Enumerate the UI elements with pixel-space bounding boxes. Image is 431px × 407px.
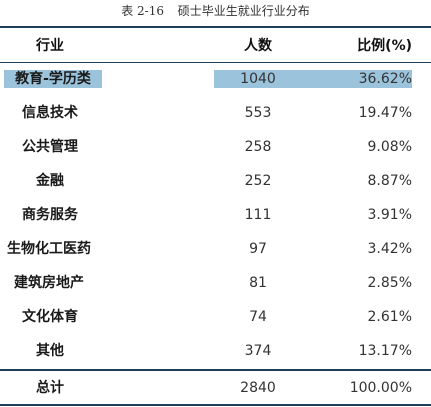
table-header: 行业 人数 比例(%) [0,29,431,63]
row-ratio: 2.85% [367,275,412,291]
row-count: 258 [244,139,272,155]
row-industry: 金融 [36,173,64,189]
row-industry: 其他 [36,343,64,359]
row-count: 252 [244,173,272,189]
row-ratio: 36.62% [358,71,412,87]
row-industry: 建筑房地产 [14,275,84,291]
total-row: 总计 2840 100.00% [0,371,431,405]
row-industry: 文化体育 [22,309,78,325]
header-rule [0,62,431,63]
table-row: 文化体育 74 2.61% [0,300,431,334]
total-ratio: 100.00% [349,380,412,396]
table-row: 其他 374 13.17% [0,334,431,368]
row-ratio: 19.47% [358,105,412,121]
table-row: 公共管理 258 9.08% [0,130,431,164]
table-row: 信息技术 553 19.47% [0,96,431,130]
highlight-industry [4,70,102,88]
row-industry: 公共管理 [22,139,78,155]
header-ratio: 比例(%) [357,38,412,54]
header-count: 人数 [244,38,272,54]
table-row: 商务服务 111 3.91% [0,198,431,232]
row-ratio: 13.17% [358,343,412,359]
row-industry: 信息技术 [22,105,78,121]
total-count: 2840 [240,380,276,396]
row-ratio: 3.42% [367,241,412,257]
table-title: 硕士毕业生就业行业分布 [177,4,310,18]
row-count: 74 [249,309,267,325]
row-ratio: 3.91% [367,207,412,223]
row-industry: 教育-学历类 [15,71,91,87]
row-count: 374 [244,343,272,359]
row-count: 81 [249,275,267,291]
highlight-values [214,70,412,88]
table-row: 金融 252 8.87% [0,164,431,198]
total-label: 总计 [36,380,64,396]
row-ratio: 8.87% [367,173,412,189]
bottom-rule [0,404,431,406]
header-industry: 行业 [36,38,64,54]
table-row: 生物化工医药 97 3.42% [0,232,431,266]
row-count: 1040 [240,71,276,87]
total-rule [0,369,431,371]
table-row: 建筑房地产 81 2.85% [0,266,431,300]
table-row: 教育-学历类 1040 36.62% [0,62,431,96]
table-number: 表 2-16 [121,4,164,18]
row-ratio: 2.61% [367,309,412,325]
row-ratio: 9.08% [367,139,412,155]
top-rule [0,26,431,28]
row-count: 111 [244,207,272,223]
row-industry: 生物化工医药 [7,241,91,257]
row-industry: 商务服务 [22,207,78,223]
row-count: 553 [244,105,272,121]
row-count: 97 [249,241,267,257]
table-caption: 表 2-16 硕士毕业生就业行业分布 [0,2,431,19]
